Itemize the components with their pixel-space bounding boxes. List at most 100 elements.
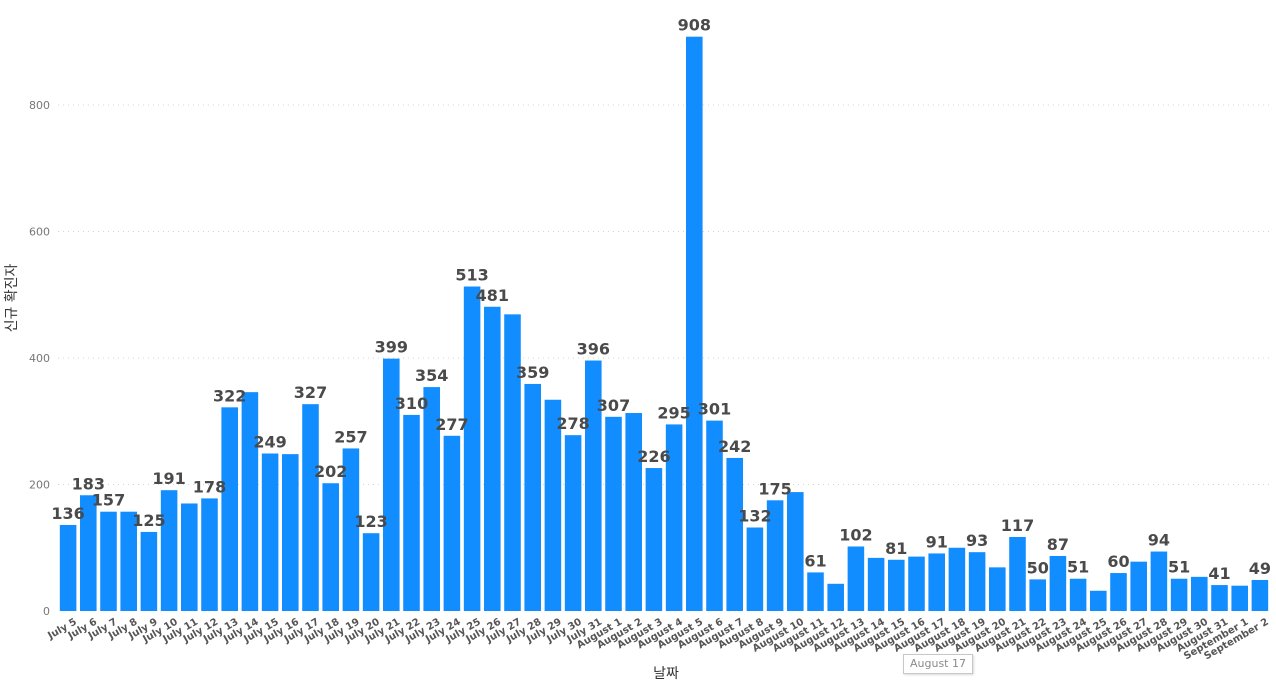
data-label: 49 [1249,559,1271,578]
bar[interactable] [403,414,420,611]
data-label: 257 [334,427,367,446]
data-label: 136 [51,504,84,523]
data-label: 301 [698,400,731,419]
data-label: 117 [1001,516,1034,535]
data-label: 226 [637,447,670,466]
bar[interactable] [847,546,865,611]
data-label: 91 [926,532,948,551]
data-label: 307 [597,396,630,415]
bar[interactable] [241,392,259,611]
data-label: 191 [152,469,185,488]
bar[interactable] [625,413,642,611]
data-label: 61 [804,551,826,570]
y-tick-label: 400 [29,352,50,365]
bar[interactable] [665,424,683,611]
data-label: 60 [1107,552,1129,571]
bar[interactable] [746,527,764,611]
bar[interactable] [645,468,663,611]
bar[interactable] [585,360,602,611]
bar[interactable] [908,556,925,611]
bar[interactable] [1069,578,1087,611]
bar[interactable] [989,567,1006,611]
bar[interactable] [302,404,319,611]
bar[interactable] [726,457,743,611]
data-label: 178 [193,477,226,496]
bar[interactable] [463,286,481,611]
bar[interactable] [282,454,299,611]
data-label: 94 [1148,531,1170,550]
bar[interactable] [181,503,198,611]
data-label: 50 [1027,558,1049,577]
data-label: 327 [294,383,327,402]
data-label: 249 [253,433,286,452]
bar[interactable] [1090,590,1107,611]
bar[interactable] [787,492,804,611]
bar[interactable] [605,416,622,611]
gridlines [58,104,1270,485]
bar[interactable] [968,552,986,611]
bar[interactable] [1231,585,1248,611]
data-label: 202 [314,462,347,481]
bar[interactable] [504,314,521,611]
bar[interactable] [383,358,400,611]
bar[interactable] [1009,536,1026,611]
data-label: 396 [577,340,610,359]
data-label: 87 [1047,535,1069,554]
data-label: 123 [354,512,387,531]
bar[interactable] [1150,551,1168,611]
bar[interactable] [1029,579,1046,611]
bar[interactable] [59,524,77,611]
y-axis-ticks: 0 200 400 600 800 [29,99,50,618]
data-label: 354 [415,366,448,385]
bar[interactable] [867,557,885,611]
bar[interactable] [544,399,562,611]
data-label: 102 [839,525,872,544]
bar[interactable] [1110,573,1127,611]
data-label: 125 [132,511,165,530]
bar[interactable] [888,559,905,611]
bar[interactable] [423,387,440,611]
bar[interactable] [443,435,461,611]
bar[interactable] [948,547,966,611]
bar[interactable] [342,448,360,611]
y-tick-label: 600 [29,226,50,239]
bar[interactable] [100,511,117,611]
bar[interactable] [928,553,945,611]
bar[interactable] [827,583,844,611]
bar[interactable] [1191,576,1208,611]
bar[interactable] [686,36,703,611]
data-label: 513 [455,266,488,285]
bar[interactable] [1049,555,1067,611]
data-label: 310 [395,394,428,413]
data-label: 51 [1168,558,1190,577]
bar[interactable] [80,495,97,611]
bar[interactable] [160,490,178,611]
y-tick-label: 0 [43,605,50,618]
bar[interactable] [484,306,501,611]
bar[interactable] [140,531,158,611]
data-label: 278 [556,414,589,433]
bar[interactable] [807,572,824,611]
bar[interactable] [1170,578,1188,611]
data-label: 295 [657,403,690,422]
data-label: 175 [758,479,791,498]
data-label: 81 [885,539,907,558]
bar[interactable] [261,453,279,611]
bar[interactable] [1251,580,1269,611]
bar[interactable] [524,383,541,611]
bar[interactable] [120,511,137,611]
data-label: 51 [1067,558,1089,577]
bar[interactable] [706,420,723,611]
data-label: 41 [1208,564,1230,583]
bar[interactable] [221,407,238,611]
bar[interactable] [362,533,380,611]
bar[interactable] [322,483,339,611]
bar[interactable] [1130,561,1147,611]
bar[interactable] [564,435,582,611]
bar[interactable] [201,498,218,611]
data-label: 242 [718,437,751,456]
bar[interactable] [1211,585,1228,611]
bar[interactable] [766,500,784,611]
